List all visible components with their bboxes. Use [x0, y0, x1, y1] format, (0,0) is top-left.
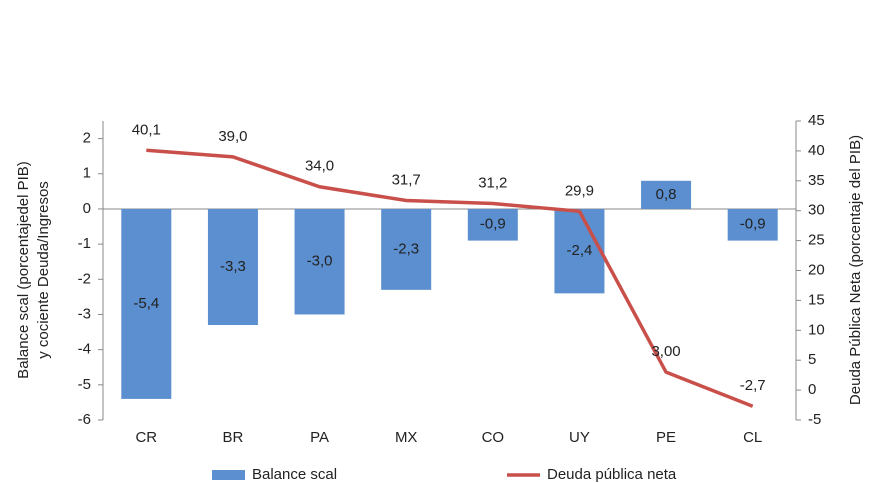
bar [381, 208, 432, 290]
y2-tick-label: 0 [808, 381, 816, 398]
bar-value-label: -0,9 [480, 216, 506, 233]
y-tick-label: -5 [78, 376, 91, 393]
line-value-label: 31,2 [478, 174, 507, 191]
x-tick-label: UY [569, 429, 590, 446]
bar [727, 208, 778, 241]
line-value-label: 3,00 [651, 343, 680, 360]
y2-tick-label: 30 [808, 202, 825, 219]
y2-tick-label: 45 [808, 112, 825, 129]
legend-label: Balance scal [252, 466, 337, 483]
bar-value-label: -5,4 [133, 295, 159, 312]
line-value-label: 34,0 [305, 158, 334, 175]
x-tick-label: CO [482, 429, 505, 446]
y2-tick-label: 5 [808, 351, 816, 368]
bar-value-label: 0,8 [656, 186, 677, 203]
y2-tick-label: 15 [808, 291, 825, 308]
line [146, 148, 754, 408]
x-tick-label: CL [743, 429, 762, 446]
line-value-label: 31,7 [392, 172, 421, 189]
y2-tick-label: -5 [808, 411, 821, 428]
bar [554, 208, 605, 294]
bar [467, 208, 518, 241]
line-value-label: 39,0 [218, 128, 247, 145]
y-tick-label: 2 [83, 130, 91, 147]
y2-tick-label: 25 [808, 232, 825, 249]
y2-tick-label: 35 [808, 172, 825, 189]
y2-tick-label: 40 [808, 142, 825, 159]
y-tick-label: 0 [83, 200, 91, 217]
y-axis-label: y cociente Deuda/Ingresos [35, 181, 52, 359]
legend-swatch [212, 470, 245, 480]
y-tick-label: 1 [83, 165, 91, 182]
bar-value-label: -2,3 [393, 240, 419, 257]
x-tick-label: MX [395, 429, 418, 446]
x-tick-label: CR [135, 429, 157, 446]
bar-value-label: -2,4 [567, 242, 593, 259]
x-tick-label: PE [656, 429, 676, 446]
bar-value-label: -0,9 [740, 216, 766, 233]
y2-tick-label: 20 [808, 261, 825, 278]
x-tick-label: BR [223, 429, 244, 446]
bar [207, 208, 258, 326]
line-value-label: -2,7 [740, 377, 766, 394]
y-tick-label: -1 [78, 235, 91, 252]
x-tick-label: PA [310, 429, 329, 446]
y-tick-label: -3 [78, 305, 91, 322]
legend-label: Deuda pública neta [547, 466, 677, 483]
y-tick-label: -4 [78, 341, 91, 358]
bar [294, 208, 345, 315]
y-tick-label: -2 [78, 270, 91, 287]
bar [121, 208, 172, 399]
bar-value-label: -3,3 [220, 258, 246, 275]
line-value-label: 40,1 [132, 121, 161, 138]
line-value-label: 29,9 [565, 182, 594, 199]
y-axis-label: Balance scal (porcentajedel PIB) [15, 161, 32, 379]
y2-tick-label: 10 [808, 321, 825, 338]
y2-axis-label: Deuda Pública Neta (porcentaje del PIB) [847, 135, 864, 405]
bar-value-label: -3,0 [307, 253, 333, 270]
bar [641, 180, 692, 209]
y-tick-label: -6 [78, 411, 91, 428]
